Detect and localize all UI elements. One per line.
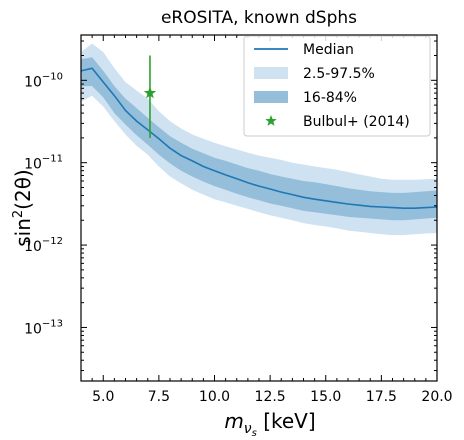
x-tick-label: 10.0 xyxy=(199,389,230,405)
y-tick-label: 10−11 xyxy=(24,154,63,173)
x-tick-label: 7.5 xyxy=(148,389,170,405)
legend-16-84--label: 16-84% xyxy=(303,90,357,106)
chart-title: eROSITA, known dSphs xyxy=(161,8,357,28)
lines-layer xyxy=(80,67,438,209)
legend-bulbul-2014--label: Bulbul+ (2014) xyxy=(303,114,410,130)
x-tick-label: 20.0 xyxy=(421,389,452,405)
legend-16-84--swatch xyxy=(254,91,288,103)
y-tick-label: 10−10 xyxy=(24,71,63,90)
points-layer xyxy=(143,55,157,138)
legend: Median 2.5-97.5% 16-84% Bulbul+ (2014) xyxy=(243,35,431,137)
y-tick-label: 10−13 xyxy=(24,318,63,337)
x-tick-label: 5.0 xyxy=(92,389,114,405)
legend-box xyxy=(243,35,431,137)
median-line xyxy=(80,67,438,209)
bands-layer xyxy=(81,43,437,236)
band-16-84- xyxy=(81,57,437,221)
x-axis-ticks: 5.0 7.5 10.0 12.5 15.0 17.5 20.0 xyxy=(91,35,453,405)
bulbul-star-point xyxy=(143,86,157,99)
x-tick-label: 15.0 xyxy=(310,389,341,405)
x-axis-label: mνs [keV] xyxy=(224,409,315,439)
y-tick-label: 10−12 xyxy=(24,236,63,255)
legend-median-label: Median xyxy=(303,42,354,58)
y-axis-label: sin2(2θ) xyxy=(11,169,35,247)
y-axis-ticks: 10−10 10−11 10−12 10−13 xyxy=(24,40,437,372)
legend-2-5-97-5--label: 2.5-97.5% xyxy=(303,66,375,82)
x-tick-label: 12.5 xyxy=(255,389,286,405)
legend-bulbul-2014--swatch xyxy=(265,115,277,126)
band-2-5-97-5- xyxy=(81,43,437,236)
x-tick-label: 17.5 xyxy=(366,389,397,405)
legend-2-5-97-5--swatch xyxy=(254,67,288,79)
